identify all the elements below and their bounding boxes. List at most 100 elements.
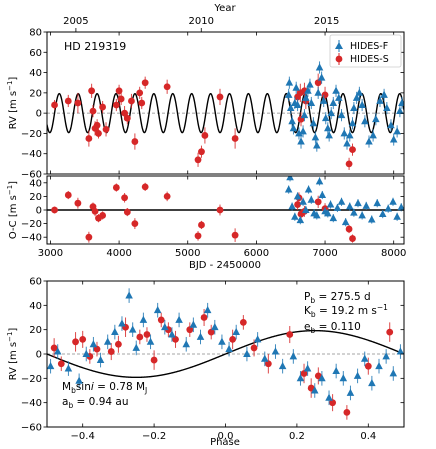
y-tick-label: −40 <box>21 149 42 160</box>
point-hides-f <box>350 208 358 216</box>
point-hides-s <box>239 318 247 326</box>
point-hides-f <box>307 98 316 106</box>
point-hides-f <box>337 110 346 119</box>
point-hides-f <box>339 374 348 382</box>
point-hides-s <box>141 183 149 191</box>
x-tick-label: −0.2 <box>142 431 166 442</box>
label-part: e <box>304 321 310 333</box>
point-hides-s <box>93 121 101 129</box>
point-hides-f <box>345 131 354 139</box>
point-hides-f <box>82 349 91 357</box>
y-tick-label: −40 <box>21 233 42 244</box>
point-hides-s <box>349 235 356 242</box>
point-hides-f <box>314 88 322 96</box>
point-hides-s <box>216 93 224 101</box>
ylabel-text: RV [m s <box>8 342 19 380</box>
point-hides-f <box>317 73 326 81</box>
y-tick-label: 40 <box>29 68 42 79</box>
point-hides-f <box>64 364 73 372</box>
point-hides-s <box>85 233 93 241</box>
x-tick-label: 4000 <box>106 248 131 259</box>
point-hides-s <box>307 384 315 392</box>
y-tick-label: 0 <box>36 206 42 217</box>
point-hides-f <box>343 139 351 147</box>
plot-area <box>47 176 404 243</box>
point-hides-f <box>175 315 183 323</box>
point-hides-f <box>96 355 105 364</box>
point-hides-f <box>284 185 293 193</box>
x-tick-label: 0.0 <box>218 431 234 442</box>
point-hides-f <box>375 361 383 370</box>
x-tick-label: 3000 <box>38 248 63 259</box>
point-hides-s <box>115 87 123 95</box>
point-hides-s <box>64 191 72 199</box>
series-hides-s <box>50 308 394 420</box>
series-hides-f <box>47 288 404 406</box>
point-hides-f <box>324 124 332 132</box>
point-hides-f <box>319 96 328 104</box>
point-hides-s <box>89 107 97 115</box>
phase-xlabel: Phase <box>210 437 240 448</box>
point-hides-s <box>112 101 120 109</box>
label-part: i <box>91 381 94 393</box>
legend-label-hides-s: HIDES-S <box>350 54 389 65</box>
point-hides-f <box>384 204 392 212</box>
point-hides-s <box>99 103 107 111</box>
point-hides-s <box>85 135 93 142</box>
label-part: P <box>304 291 310 303</box>
point-hides-f <box>326 200 335 208</box>
point-hides-s <box>194 156 202 164</box>
point-hides-f <box>397 203 404 211</box>
year-axis-title: Year <box>213 3 236 14</box>
point-hides-s <box>286 331 294 338</box>
point-hides-f <box>368 379 376 387</box>
legend: HIDES-F HIDES-S <box>329 34 402 68</box>
point-hides-f <box>304 185 313 193</box>
label-part: b <box>311 310 316 319</box>
point-hides-f <box>329 213 338 222</box>
point-hides-f <box>376 96 384 104</box>
point-hides-f <box>387 121 395 129</box>
y-tick-label: −40 <box>21 398 42 409</box>
point-hides-f <box>329 98 338 106</box>
point-hides-s <box>163 83 171 91</box>
x-tick-label: 0.4 <box>360 431 376 442</box>
point-hides-f <box>288 117 296 125</box>
point-hides-f <box>346 388 355 396</box>
point-hides-s <box>345 160 353 168</box>
series-hides-f <box>284 176 404 227</box>
x-tick-label: 7000 <box>312 248 337 259</box>
point-hides-f <box>103 337 112 345</box>
point-hides-f <box>284 90 293 98</box>
point-hides-f <box>286 176 294 181</box>
point-hides-f <box>293 192 302 200</box>
point-hides-s <box>364 362 372 370</box>
point-hides-f <box>309 119 318 127</box>
point-hides-s <box>112 184 120 191</box>
point-hides-f <box>341 218 350 226</box>
point-hides-s <box>74 199 82 207</box>
point-hides-f <box>289 352 298 360</box>
y-tick-label: −20 <box>21 374 42 385</box>
point-hides-s <box>150 356 158 364</box>
param-semi-amplitude: Kb = 19.2 m s−1 <box>304 303 388 319</box>
label-part: K <box>304 305 312 317</box>
point-hides-f <box>389 135 398 143</box>
label-part: b <box>310 296 315 305</box>
point-hides-f <box>353 371 362 379</box>
plot-area <box>47 288 404 420</box>
point-hides-f <box>232 327 240 336</box>
point-hides-f <box>369 131 377 139</box>
point-hides-s <box>314 79 322 87</box>
y-tick-label: −20 <box>21 219 42 230</box>
point-hides-f <box>303 364 312 372</box>
point-hides-s <box>198 148 205 156</box>
point-hides-f <box>393 212 401 220</box>
y-tick-label: 80 <box>29 28 42 39</box>
y-tick-label: −20 <box>21 129 42 140</box>
point-hides-f <box>318 190 327 198</box>
x-tick-label: 5000 <box>175 248 200 259</box>
ylabel-sup: −1 <box>6 81 14 91</box>
point-hides-s <box>157 316 165 324</box>
axes-frame <box>46 31 405 175</box>
